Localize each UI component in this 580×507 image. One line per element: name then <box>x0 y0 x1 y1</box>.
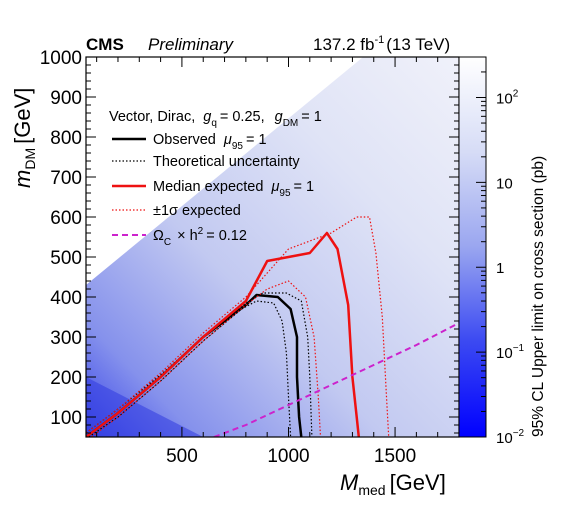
legend-relic-val: = 0.12 <box>206 228 247 244</box>
legend-title-gdm: g <box>275 109 283 125</box>
lumi-exponent: -1 <box>374 34 384 46</box>
y-tick-label: 100 <box>50 408 82 429</box>
y-label-sub: DM <box>22 148 38 170</box>
y-tick-label: 800 <box>50 128 82 149</box>
y-axis-label: mDM [GeV] <box>10 88 38 188</box>
series-line-1 <box>86 292 313 437</box>
y-tick-label: 1000 <box>40 48 82 69</box>
legend-title-gq: g <box>203 109 211 125</box>
legend-relic-sub: C <box>164 237 171 248</box>
y-tick-label: 600 <box>50 208 82 229</box>
energy-label: (13 TeV) <box>386 35 450 54</box>
y-axis: 100 200 300 400 500 600 700 800 900 1000 <box>40 48 459 434</box>
legend-title: Vector, Dirac, gq = 0.25, gDM = 1 <box>109 109 322 129</box>
legend-observed-mu: μ <box>223 132 232 148</box>
legend-observed-text: Observed <box>153 132 216 148</box>
y-tick-label: 400 <box>50 288 82 309</box>
y-label-unit: [GeV] <box>10 88 35 144</box>
experiment-label: CMS <box>86 35 124 54</box>
legend-title-gdm-val: = 1 <box>301 109 322 125</box>
lumi-value: 137.2 fb <box>313 35 374 54</box>
y-tick-label: 900 <box>50 88 82 109</box>
series-line-6 <box>213 322 459 437</box>
x-tick-label: 1500 <box>374 446 416 467</box>
legend-relic-omega: Ω <box>153 228 164 244</box>
series-layer <box>86 216 459 437</box>
legend-relic-sup: 2 <box>198 226 204 237</box>
x-tick-label: 1000 <box>267 446 309 467</box>
z-tick-label: 102 <box>496 88 519 107</box>
series-line-5 <box>90 280 322 437</box>
z-tick-label: 10−2 <box>496 428 525 447</box>
x-tick-label: 500 <box>166 446 198 467</box>
legend-relic-tail: × h <box>177 228 198 244</box>
legend-label-median: Median expected μ95 = 1 <box>153 179 314 199</box>
y-label-main: m <box>10 170 35 188</box>
series-line-4 <box>86 216 390 437</box>
series-line-3 <box>86 231 361 437</box>
legend-label-sigma: ±1σ expected <box>153 203 241 219</box>
legend-title-gq-sub: q <box>211 118 217 129</box>
x-label-sub: med <box>358 482 385 498</box>
color-bar-frame <box>458 56 487 438</box>
y-tick-label: 200 <box>50 368 82 389</box>
color-bar <box>459 57 486 437</box>
heatmap-layer <box>86 57 459 437</box>
status-label: Preliminary <box>148 35 235 54</box>
y-tick-label: 700 <box>50 168 82 189</box>
legend-median-mu-val: = 1 <box>294 179 315 195</box>
legend-median-text: Median expected <box>153 179 263 195</box>
x-label-main: M <box>340 470 359 495</box>
x-label-unit: [GeV] <box>390 470 446 495</box>
legend-label-relic: ΩC × h2 = 0.12 <box>153 226 247 248</box>
legend-median-mu: μ <box>270 179 279 195</box>
legend-label-theory: Theoretical uncertainty <box>153 154 300 170</box>
y-tick-label: 300 <box>50 328 82 349</box>
legend-title-gdm-sub: DM <box>283 118 299 129</box>
legend-title-model: Vector, Dirac, <box>109 109 195 125</box>
color-bar-label: 95% CL Upper limit on cross section (pb) <box>530 156 547 437</box>
legend-title-gq-val: = 0.25, <box>220 109 265 125</box>
z-tick-label: 1 <box>496 260 504 277</box>
z-tick-label: 10−1 <box>496 343 525 362</box>
luminosity-label: 137.2 fb-1 (13 TeV) <box>313 34 450 54</box>
legend-median-mu-sub: 95 <box>279 188 291 199</box>
z-tick-label: 10 <box>496 175 513 192</box>
heatmap-low-mass-band <box>86 377 204 437</box>
legend-observed-mu-val: = 1 <box>246 132 267 148</box>
legend-observed-mu-sub: 95 <box>232 141 244 152</box>
legend-label-observed: Observed μ95 = 1 <box>153 132 267 152</box>
x-axis: 500 1000 1500 <box>96 57 460 467</box>
color-bar-axis: 102 10 1 10−1 10−2 <box>476 56 525 447</box>
legend: Vector, Dirac, gq = 0.25, gDM = 1 Observed μ9… <box>109 109 322 248</box>
heatmap-region <box>86 57 459 437</box>
y-tick-label: 500 <box>50 248 82 269</box>
x-axis-label: Mmed [GeV] <box>340 470 446 498</box>
